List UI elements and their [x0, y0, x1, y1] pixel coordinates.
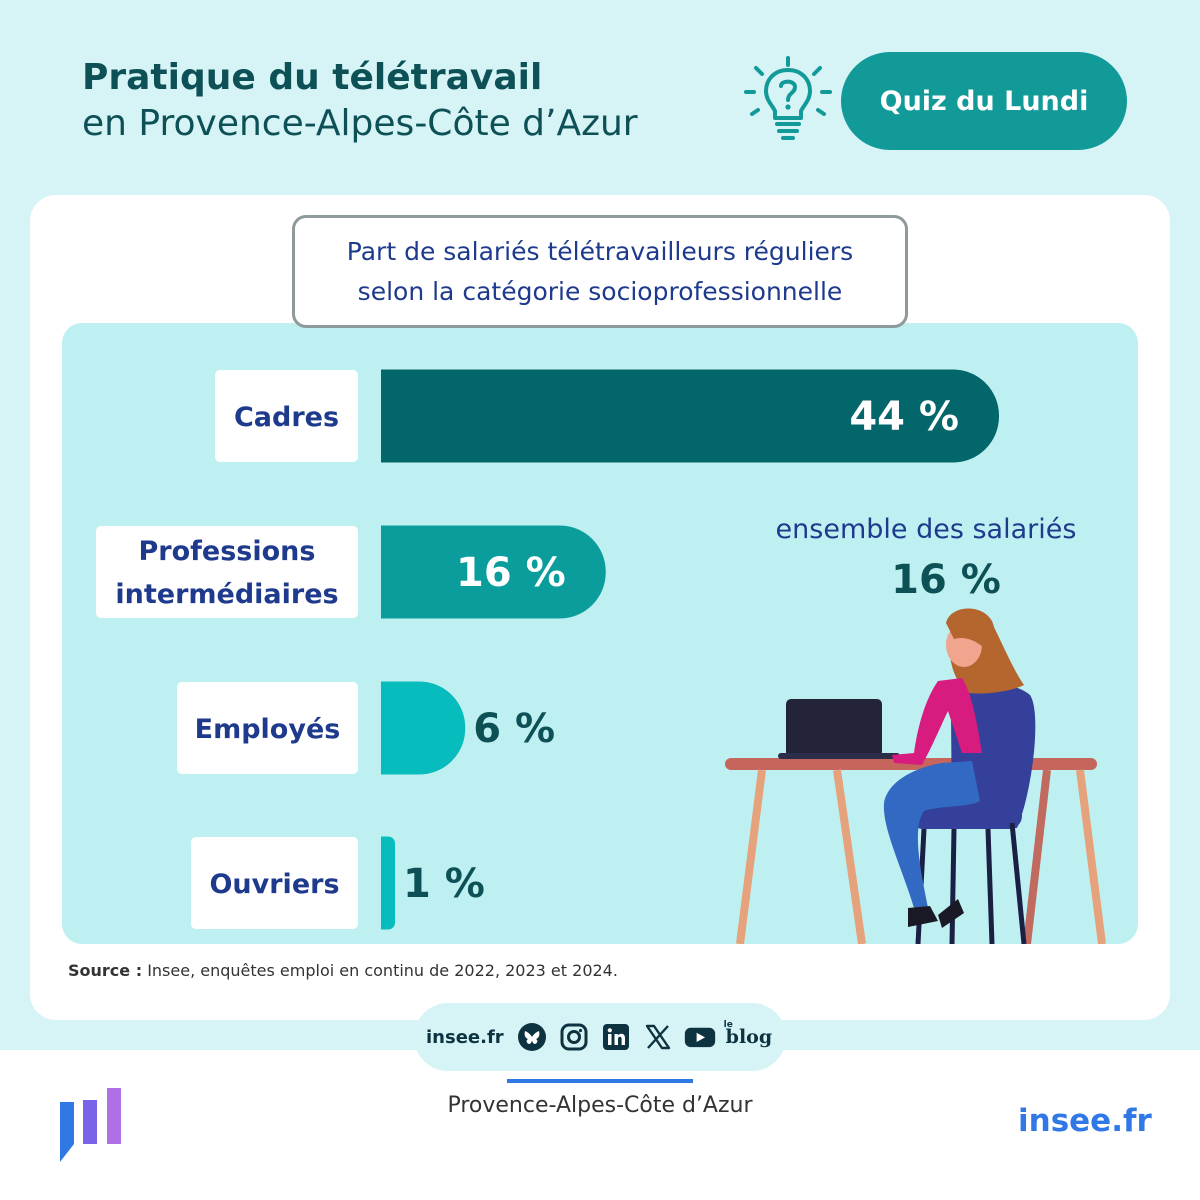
bar-0 [381, 369, 999, 463]
x-icon[interactable] [642, 1021, 674, 1053]
insee-site-link[interactable]: insee.fr [426, 1026, 504, 1048]
chart-subtitle-line-2: selon la catégorie socioprofessionnelle [357, 276, 843, 306]
bluesky-icon[interactable] [516, 1021, 548, 1053]
category-label-1-0: Professions [139, 536, 316, 567]
category-box-3 [191, 837, 358, 929]
chart-subtitle-box: Part de salariés télétravailleurs réguli… [292, 215, 908, 328]
category-label-3-0: Ouvriers [209, 869, 339, 900]
footer [0, 1050, 1200, 1200]
source-label: Source : [68, 961, 143, 980]
quiz-du-lundi-button[interactable]: Quiz du Lundi [841, 52, 1127, 150]
bar-chart: Cadres Professions intermédiaires Employés O… [96, 369, 1106, 944]
annotation-layer: ensemble des salariés 16 % [776, 514, 1077, 603]
page-title: Pratique du télétravail en Provence-Alpe… [82, 56, 638, 148]
annotation-label: ensemble des salariés [776, 514, 1077, 545]
lightbulb-question-icon [744, 56, 832, 140]
title-line-2: en Provence-Alpes-Côte d’Azur [82, 103, 638, 144]
bar-2 [381, 681, 466, 775]
bar-1 [381, 525, 606, 619]
youtube-icon[interactable] [684, 1021, 716, 1053]
bars-layer [381, 369, 999, 930]
blog-label: blog [725, 1025, 773, 1048]
blog-small-label: le [723, 1019, 733, 1030]
category-box-0 [215, 370, 358, 462]
chart-panel: Cadres Professions intermédiaires Employés O… [62, 323, 1138, 944]
chart-subtitle-line-1: Part de salariés télétravailleurs réguli… [346, 236, 854, 266]
value-label-0: 44 % [849, 394, 959, 440]
title-line-1: Pratique du télétravail [82, 57, 543, 98]
linkedin-icon[interactable] [600, 1021, 632, 1053]
category-box-1 [96, 526, 358, 618]
footer-region: Provence-Alpes-Côte d’Azur [447, 1093, 753, 1118]
category-box-2 [177, 682, 358, 774]
category-label-0-0: Cadres [234, 402, 339, 433]
teleworker-illustration [725, 608, 1106, 944]
source-text: Insee, enquêtes emploi en continu de 202… [142, 961, 618, 980]
source-note: Source : Insee, enquêtes emploi en conti… [68, 961, 618, 980]
footer-accent-line [507, 1079, 693, 1083]
category-label-2-0: Employés [195, 714, 341, 745]
blog-icon[interactable]: le blog [724, 1020, 773, 1048]
category-labels-layer: Cadres Professions intermédiaires Employés O… [96, 370, 358, 929]
insee-logo-icon [60, 1088, 121, 1162]
value-label-2: 6 % [473, 706, 555, 752]
value-label-3: 1 % [403, 861, 485, 907]
annotation-value: 16 % [891, 557, 1001, 603]
value-labels-layer: 44 % 16 % 6 % 1 % [403, 394, 959, 907]
footer-insee-link[interactable]: insee.fr [1018, 1103, 1152, 1139]
instagram-icon[interactable] [558, 1021, 590, 1053]
social-links: insee.fr le blog [414, 1003, 786, 1071]
bar-3 [381, 836, 396, 930]
value-label-1: 16 % [456, 550, 566, 596]
category-label-1-1: intermédiaires [115, 579, 338, 610]
